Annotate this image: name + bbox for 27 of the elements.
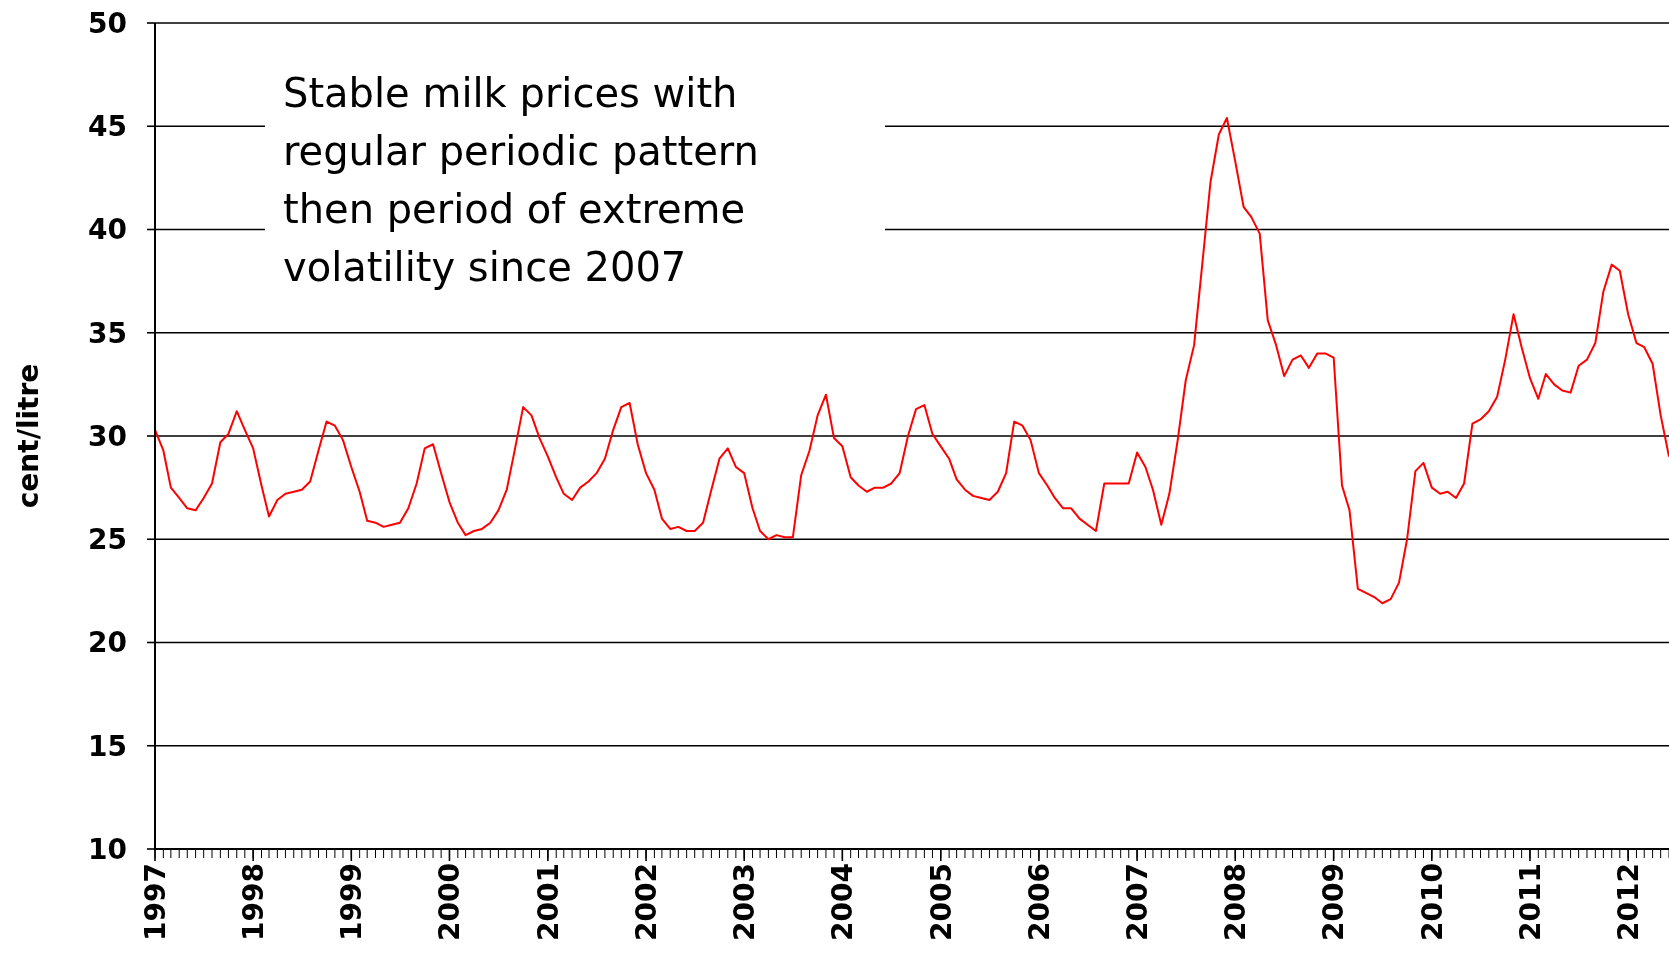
x-tick-label: 2000 xyxy=(433,863,467,941)
y-axis-title: cent/litre xyxy=(11,363,45,509)
x-tick-label: 2009 xyxy=(1317,863,1351,941)
x-tick-label: 2007 xyxy=(1120,863,1154,941)
x-tick-label: 1997 xyxy=(138,863,172,941)
annotation: Stable milk prices with regular periodic pattern then period of extreme volatility since 2007 xyxy=(283,70,759,290)
y-tick-label: 15 xyxy=(88,729,127,763)
y-tick-label: 10 xyxy=(88,832,127,866)
x-tick-label: 2003 xyxy=(728,863,761,941)
x-tick-label: 2005 xyxy=(924,863,958,941)
x-tick-label: 2011 xyxy=(1513,863,1547,941)
x-tick-label: 2006 xyxy=(1022,863,1056,941)
x-tick-label: 2001 xyxy=(531,863,565,941)
x-tick-label: 2002 xyxy=(629,863,663,941)
x-tick-label: 1999 xyxy=(335,863,369,941)
y-tick-label: 40 xyxy=(88,213,127,247)
y-tick-label: 25 xyxy=(88,523,127,557)
y-tick-label: 50 xyxy=(88,6,127,40)
y-tick-label: 20 xyxy=(88,626,127,660)
y-tick-label: 30 xyxy=(88,419,127,453)
x-tick-label: 2010 xyxy=(1415,863,1449,941)
x-tick-label: 1998 xyxy=(236,863,270,941)
y-tick-label: 35 xyxy=(88,316,127,350)
x-tick-label: 2008 xyxy=(1219,863,1253,941)
y-tick-label: 45 xyxy=(88,110,127,144)
x-tick-label: 2012 xyxy=(1611,863,1645,941)
x-tick-label: 2004 xyxy=(826,863,860,941)
